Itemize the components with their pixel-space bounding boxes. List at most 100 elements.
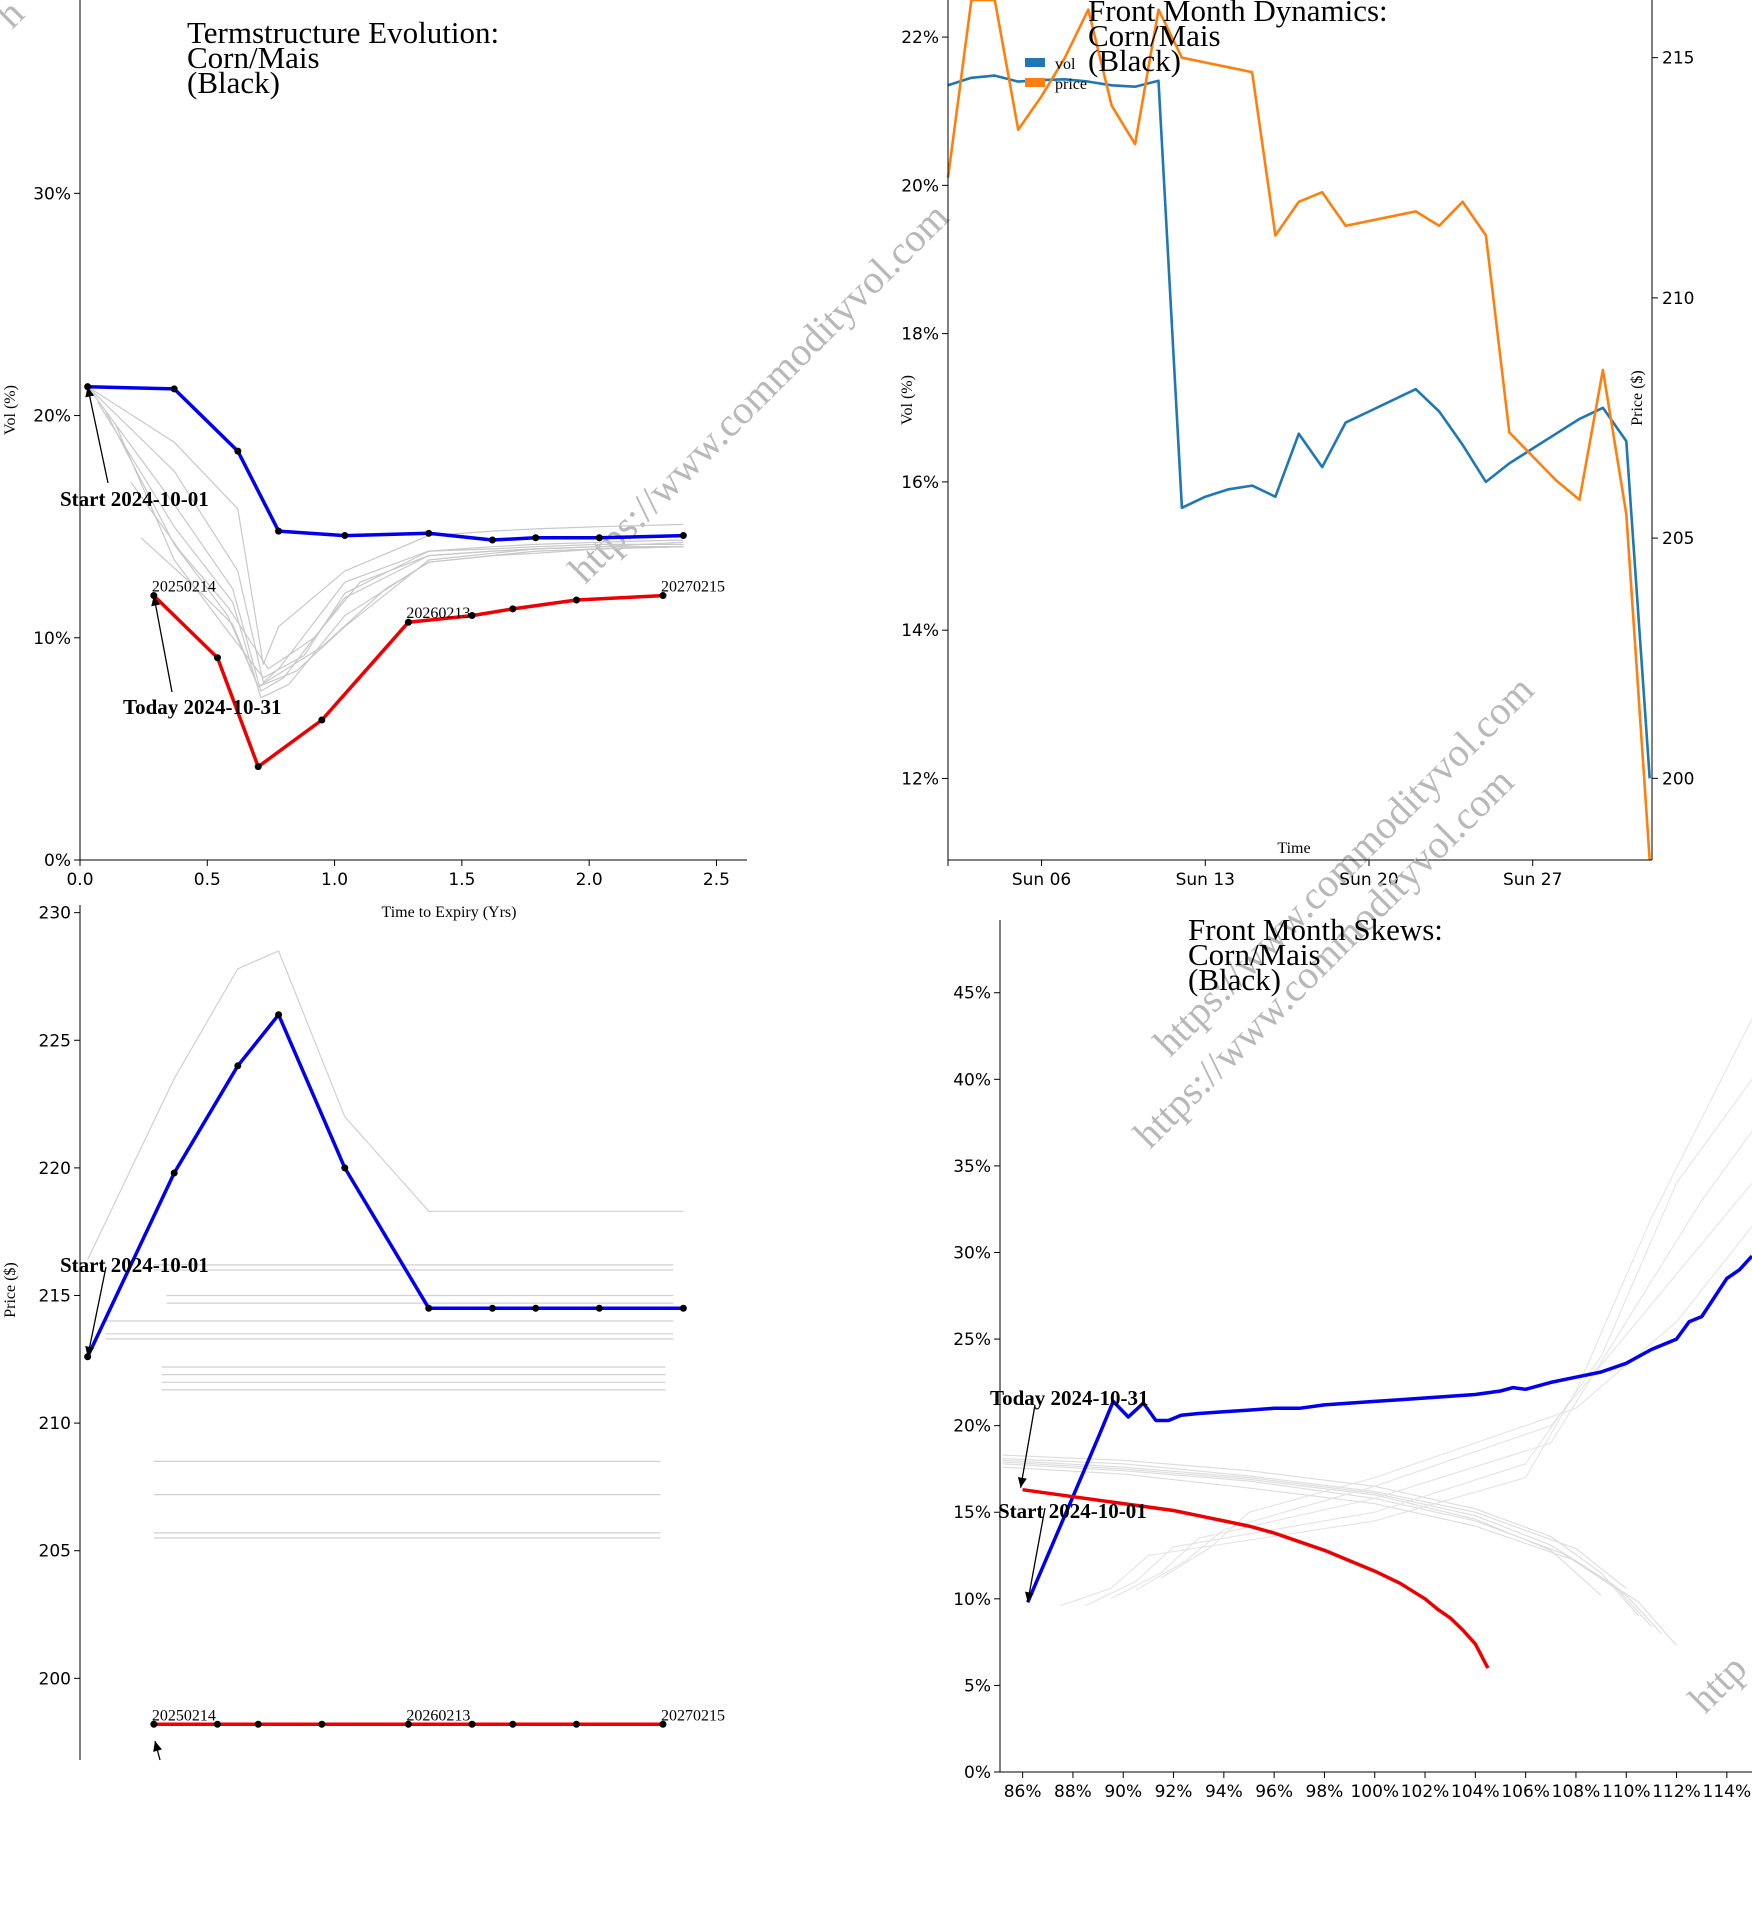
today-curve-point bbox=[150, 1720, 158, 1728]
history-skew bbox=[1060, 1018, 1752, 1607]
expiry-label: 20270215 bbox=[661, 1707, 725, 1724]
start-annotation-arrow-line bbox=[1027, 1507, 1046, 1603]
y-tick-label: 10% bbox=[33, 629, 71, 649]
x-tick-label: 1.0 bbox=[321, 870, 348, 890]
y-tick-label: 40% bbox=[953, 1070, 991, 1090]
y-tick-label: 20% bbox=[33, 407, 71, 427]
today-curve-point bbox=[659, 592, 667, 600]
x-tick-label: Sun 13 bbox=[1176, 870, 1235, 890]
y-tick-label: 14% bbox=[901, 621, 939, 641]
price-series bbox=[946, 0, 1651, 861]
history-skew bbox=[1002, 1458, 1627, 1589]
history-curve bbox=[87, 950, 684, 1261]
legend-label: price bbox=[1055, 76, 1087, 93]
y-tick-label: 22% bbox=[901, 28, 939, 48]
y-axis-label-right: Price ($) bbox=[1629, 370, 1646, 426]
start-curve-point bbox=[425, 529, 433, 537]
today-curve-point bbox=[468, 1720, 476, 1728]
chart-title-line: Front Month Skews: bbox=[1188, 912, 1443, 947]
start-curve bbox=[87, 384, 684, 542]
history-skew bbox=[1085, 1078, 1752, 1607]
start-curve-point bbox=[170, 1169, 178, 1177]
x-tick-label: 86% bbox=[1004, 1782, 1042, 1802]
termstructure-chart: https://www.commodityvol.com 0% 10% 20% 30% 0… bbox=[2, 0, 957, 921]
watermark-fragment: h bbox=[0, 0, 33, 36]
chart-title-line: Corn/Mais bbox=[1188, 937, 1321, 972]
start-curve-point bbox=[532, 534, 540, 542]
x-tick-label: 98% bbox=[1306, 1782, 1344, 1802]
y-tick-label: 0% bbox=[964, 1763, 991, 1783]
start-annotation: Start 2024-10-01 bbox=[998, 1499, 1147, 1523]
y-tick-label: 210 bbox=[1662, 289, 1694, 309]
today-curve-point bbox=[254, 1720, 262, 1728]
history-curve bbox=[97, 401, 684, 699]
y-tick-label: 0% bbox=[44, 851, 71, 871]
start-curve-point bbox=[488, 536, 496, 544]
chart-title-line: Termstructure Evolution: bbox=[187, 15, 499, 50]
history-skew bbox=[1002, 1466, 1677, 1646]
today-curve-point bbox=[318, 1720, 326, 1728]
x-tick-label: 92% bbox=[1155, 1782, 1193, 1802]
x-tick-label: 110% bbox=[1602, 1782, 1651, 1802]
x-tick-label: 102% bbox=[1401, 1782, 1450, 1802]
y-tick-label: 25% bbox=[953, 1330, 991, 1350]
y-tick-label: 220 bbox=[39, 1159, 71, 1179]
x-tick-label: Sun 20 bbox=[1339, 870, 1398, 890]
y-tick-label: 200 bbox=[39, 1669, 71, 1689]
start-annotation-arrow-head bbox=[85, 386, 95, 398]
y-tick-label: 20% bbox=[901, 176, 939, 196]
start-skew bbox=[1026, 1254, 1752, 1603]
chart-title-line: (Black) bbox=[187, 65, 280, 100]
y-tick-label: 18% bbox=[901, 325, 939, 345]
history-skew bbox=[1110, 1130, 1752, 1600]
chart-title-line: (Black) bbox=[1088, 43, 1181, 78]
x-tick-label: 108% bbox=[1552, 1782, 1601, 1802]
today-annotation: Today 2024-10-31 bbox=[123, 695, 282, 719]
x-tick-label: 2.5 bbox=[703, 870, 730, 890]
x-tick-label: 94% bbox=[1205, 1782, 1243, 1802]
today-curve-point bbox=[318, 716, 326, 724]
history-skew bbox=[1002, 1461, 1602, 1596]
y-tick-label: 16% bbox=[901, 473, 939, 493]
y-axis-label: Price ($) bbox=[2, 1262, 19, 1318]
start-curve-point bbox=[679, 532, 687, 540]
x-tick-label: 104% bbox=[1451, 1782, 1500, 1802]
history-curve bbox=[130, 481, 684, 670]
today-annotation-arrow-head bbox=[153, 1741, 162, 1752]
today-curve-point bbox=[404, 618, 412, 626]
start-annotation: Start 2024-10-01 bbox=[60, 1253, 209, 1277]
y-tick-label: 5% bbox=[964, 1676, 991, 1696]
y-tick-label: 45% bbox=[953, 984, 991, 1004]
start-curve-point bbox=[341, 1164, 349, 1172]
legend-label: vol bbox=[1055, 56, 1076, 73]
today-curve-point bbox=[572, 596, 580, 604]
today-skew bbox=[1022, 1487, 1490, 1669]
y-tick-label: 200 bbox=[1662, 769, 1694, 789]
watermark-fragment: http bbox=[1680, 1646, 1752, 1722]
today-curve-point bbox=[213, 1720, 221, 1728]
start-annotation-arrow-head bbox=[1025, 1591, 1034, 1603]
expiry-label: 20250214 bbox=[152, 579, 216, 596]
chart-title-line: Front Month Dynamics: bbox=[1088, 0, 1388, 28]
today-annotation: Today 2024-10-31 bbox=[990, 1386, 1149, 1410]
front-month-skews-chart: https://www.commodityvol.com 0% 5% 10% 15% 20… bbox=[953, 759, 1752, 1802]
expiry-label: 20260213 bbox=[406, 605, 470, 622]
start-curve-point bbox=[532, 1304, 540, 1312]
chart-title-line: (Black) bbox=[1188, 962, 1281, 997]
history-skew bbox=[1002, 1454, 1640, 1617]
x-axis-label: Time to Expiry (Yrs) bbox=[382, 904, 517, 921]
start-annotation: Start 2024-10-01 bbox=[60, 487, 209, 511]
history-curve bbox=[115, 424, 684, 679]
x-tick-label: 88% bbox=[1054, 1782, 1092, 1802]
history-curve bbox=[87, 386, 684, 683]
start-annotation-arrow-line bbox=[87, 386, 109, 484]
today-curve-point bbox=[572, 1720, 580, 1728]
start-curve-point bbox=[595, 1304, 603, 1312]
today-annotation-arrow-head bbox=[151, 595, 161, 607]
y-tick-label: 215 bbox=[39, 1286, 71, 1306]
y-tick-label: 205 bbox=[1662, 529, 1694, 549]
today-curve-point bbox=[509, 605, 517, 613]
start-curve-point bbox=[488, 1304, 496, 1312]
watermark-text: https://www.commodityvol.com bbox=[1145, 667, 1543, 1065]
y-tick-label: 215 bbox=[1662, 49, 1694, 69]
